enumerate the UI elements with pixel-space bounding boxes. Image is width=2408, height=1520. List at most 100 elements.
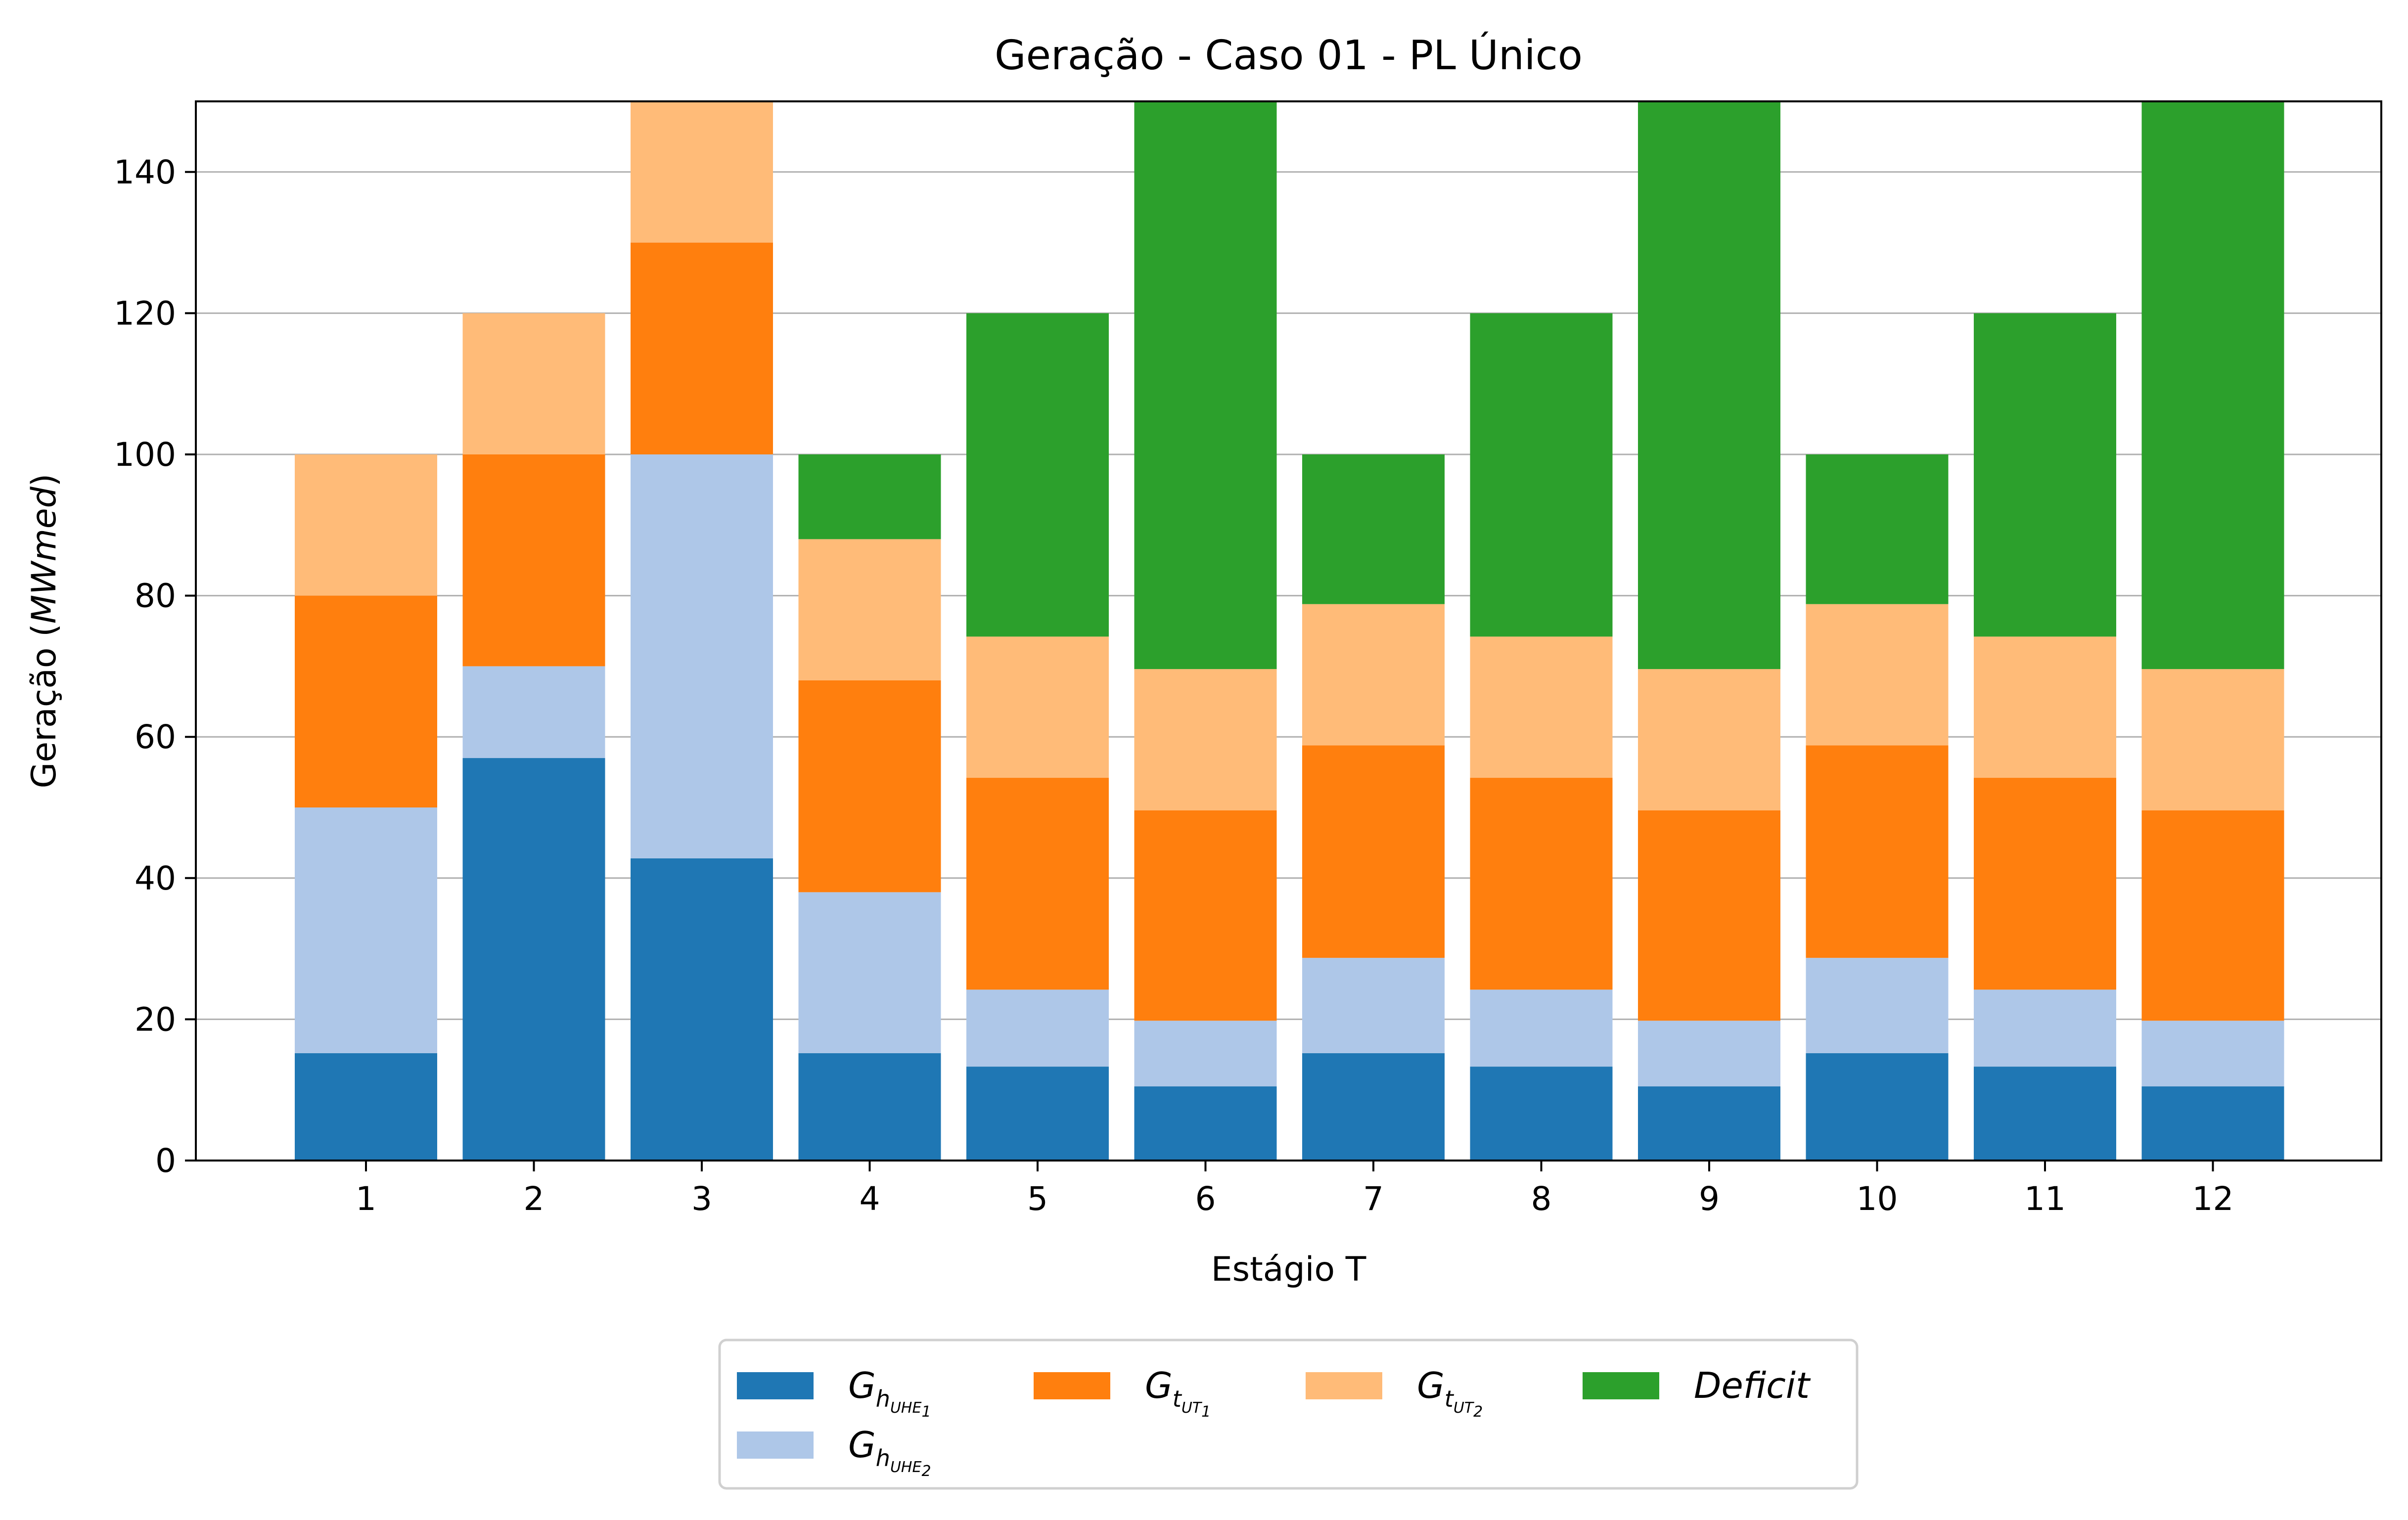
- bar-ghuhe2-stage-5: [966, 989, 1109, 1067]
- bar-gtut2-stage-2: [462, 313, 605, 454]
- bar-deficit-stage-7: [1302, 454, 1445, 604]
- bar-ghuhe1-stage-11: [1974, 1067, 2116, 1161]
- bar-deficit-stage-9: [1638, 101, 1780, 670]
- bar-gtut1-stage-3: [631, 242, 773, 454]
- bar-gtut2-stage-11: [1974, 636, 2116, 778]
- bar-gtut2-stage-5: [966, 636, 1109, 778]
- bar-gtut2-stage-8: [1470, 636, 1613, 778]
- y-axis-title-suffix: ): [25, 474, 64, 487]
- y-axis-title: Geração (MWmed): [25, 474, 64, 789]
- bar-ghuhe1-stage-1: [295, 1053, 437, 1161]
- bar-gtut2-stage-12: [2141, 669, 2284, 810]
- legend-swatch: [1306, 1372, 1382, 1399]
- bar-ghuhe1-stage-8: [1470, 1067, 1613, 1161]
- bar-deficit-stage-5: [966, 313, 1109, 637]
- bar-ghuhe2-stage-4: [798, 892, 941, 1053]
- bar-gtut1-stage-10: [1806, 745, 1949, 958]
- legend-item-gtut1: GtUT1: [1034, 1365, 1211, 1421]
- x-axis-ticks: 1 2 3 4 5 6 7 8 9 10 11 12: [356, 1161, 2233, 1218]
- legend-label: GtUT1: [1145, 1365, 1211, 1421]
- chart-title: Geração - Caso 01 - PL Único: [995, 31, 1583, 79]
- x-tick-label: 3: [691, 1180, 712, 1218]
- bar-gtut1-stage-9: [1638, 810, 1780, 1021]
- bar-ghuhe1-stage-3: [631, 858, 773, 1161]
- bar-ghuhe2-stage-8: [1470, 989, 1613, 1067]
- bar-gtut2-stage-7: [1302, 604, 1445, 746]
- bar-gtut2-stage-1: [295, 454, 437, 596]
- bar-ghuhe2-stage-2: [462, 666, 605, 759]
- legend-swatch: [1034, 1372, 1110, 1399]
- x-tick-label: 10: [1857, 1180, 1898, 1218]
- y-tick-label: 100: [114, 436, 176, 474]
- legend-swatch: [737, 1431, 814, 1459]
- y-axis-title-unit: MWmed: [25, 486, 64, 624]
- y-tick-label: 80: [135, 577, 176, 615]
- x-tick-label: 8: [1531, 1180, 1552, 1218]
- x-tick-label: 12: [2192, 1180, 2234, 1218]
- bar-ghuhe2-stage-11: [1974, 989, 2116, 1067]
- bar-ghuhe1-stage-4: [798, 1053, 941, 1161]
- bar-gtut2-stage-3: [631, 101, 773, 243]
- x-tick-label: 5: [1027, 1180, 1048, 1218]
- bar-gtut1-stage-5: [966, 778, 1109, 990]
- y-axis-title-prefix: Geração (: [25, 624, 64, 788]
- y-axis-ticks: 0 20 40 60 80 100 120 140: [114, 153, 196, 1180]
- legend-swatch: [737, 1372, 814, 1399]
- bar-gtut1-stage-2: [462, 454, 605, 667]
- x-tick-label: 7: [1363, 1180, 1384, 1218]
- bar-ghuhe1-stage-6: [1134, 1086, 1277, 1161]
- y-tick-label: 60: [135, 718, 176, 756]
- bar-ghuhe1-stage-5: [966, 1067, 1109, 1161]
- legend-item-deficit: Deficit: [1583, 1365, 1811, 1406]
- y-tick-label: 140: [114, 153, 176, 191]
- bar-ghuhe2-stage-12: [2141, 1021, 2284, 1087]
- y-tick-label: 0: [155, 1142, 176, 1180]
- bar-gtut2-stage-9: [1638, 669, 1780, 810]
- bar-gtut1-stage-11: [1974, 778, 2116, 990]
- bar-ghuhe1-stage-2: [462, 758, 605, 1161]
- bar-ghuhe1-stage-7: [1302, 1053, 1445, 1161]
- legend-item-ghuhe2: GhUHE2: [737, 1424, 931, 1480]
- bar-gtut1-stage-4: [798, 680, 941, 893]
- y-tick-label: 120: [114, 294, 176, 332]
- bar-ghuhe2-stage-9: [1638, 1021, 1780, 1087]
- x-tick-label: 2: [524, 1180, 545, 1218]
- bar-ghuhe1-stage-12: [2141, 1086, 2284, 1161]
- bar-ghuhe2-stage-6: [1134, 1021, 1277, 1087]
- bar-gtut1-stage-8: [1470, 778, 1613, 990]
- bar-deficit-stage-8: [1470, 313, 1613, 637]
- legend-label: Deficit: [1694, 1365, 1811, 1406]
- bar-deficit-stage-10: [1806, 454, 1949, 604]
- plot-area-frame: [195, 100, 2382, 1162]
- legend-label: GhUHE2: [848, 1424, 931, 1480]
- legend-label: GtUT2: [1417, 1365, 1483, 1421]
- legend-item-gtut2: GtUT2: [1306, 1365, 1483, 1421]
- bar-gtut1-stage-6: [1134, 810, 1277, 1021]
- bar-ghuhe2-stage-1: [295, 807, 437, 1053]
- bar-ghuhe1-stage-10: [1806, 1053, 1949, 1161]
- x-tick-label: 1: [356, 1180, 376, 1218]
- bar-deficit-stage-4: [798, 454, 941, 539]
- bar-deficit-stage-11: [1974, 313, 2116, 637]
- legend-label: GhUHE1: [848, 1365, 931, 1421]
- y-tick-label: 20: [135, 1000, 176, 1038]
- bar-gtut1-stage-7: [1302, 745, 1445, 958]
- bars: [295, 101, 2284, 1161]
- y-tick-label: 40: [135, 859, 176, 897]
- bar-gtut2-stage-4: [798, 539, 941, 680]
- legend-swatch: [1583, 1372, 1659, 1399]
- legend-item-ghuhe1: GhUHE1: [737, 1365, 931, 1421]
- x-tick-label: 6: [1195, 1180, 1216, 1218]
- x-tick-label: 9: [1699, 1180, 1720, 1218]
- bar-ghuhe1-stage-9: [1638, 1086, 1780, 1161]
- bar-gtut1-stage-1: [295, 595, 437, 807]
- bar-gtut1-stage-12: [2141, 810, 2284, 1021]
- bar-gtut2-stage-6: [1134, 669, 1277, 810]
- legend-frame: [718, 1339, 1859, 1490]
- bar-ghuhe2-stage-3: [631, 454, 773, 858]
- x-tick-label: 4: [860, 1180, 880, 1218]
- bar-gtut2-stage-10: [1806, 604, 1949, 746]
